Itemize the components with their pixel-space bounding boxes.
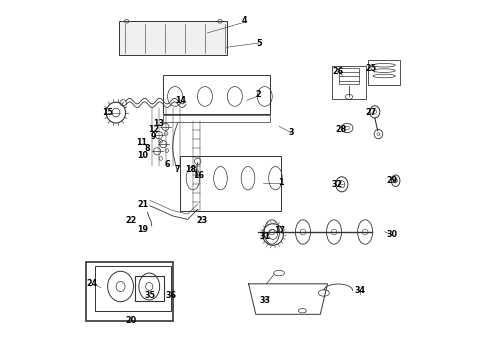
- Text: 2: 2: [256, 90, 262, 99]
- Text: 7: 7: [175, 166, 180, 175]
- Text: 24: 24: [86, 279, 97, 288]
- Text: 9: 9: [151, 132, 156, 141]
- Text: 23: 23: [196, 216, 208, 225]
- Bar: [332, 66, 366, 99]
- Text: 33: 33: [259, 296, 270, 305]
- Text: 18: 18: [185, 166, 196, 175]
- Bar: [120, 21, 227, 55]
- Text: 26: 26: [332, 67, 343, 76]
- Bar: [87, 262, 172, 321]
- Text: 27: 27: [365, 108, 376, 117]
- Text: 12: 12: [148, 125, 159, 134]
- Text: 35: 35: [145, 291, 155, 300]
- Bar: [368, 59, 400, 85]
- Bar: [180, 156, 281, 211]
- Text: 1: 1: [278, 178, 284, 187]
- Text: 21: 21: [137, 200, 148, 209]
- Bar: [163, 75, 270, 114]
- Text: 3: 3: [288, 128, 294, 137]
- Text: 29: 29: [387, 176, 397, 185]
- Text: 28: 28: [336, 125, 347, 134]
- Text: 10: 10: [137, 151, 148, 160]
- Bar: [135, 276, 164, 301]
- Text: 14: 14: [175, 96, 186, 105]
- Text: 11: 11: [136, 138, 147, 147]
- Text: 5: 5: [256, 39, 261, 48]
- Text: 30: 30: [387, 230, 397, 239]
- Text: 22: 22: [125, 216, 137, 225]
- Text: 17: 17: [274, 226, 285, 235]
- Text: 32: 32: [332, 180, 343, 189]
- Text: 6: 6: [164, 161, 170, 170]
- Bar: [339, 68, 359, 84]
- Text: 4: 4: [242, 16, 247, 25]
- Text: 15: 15: [102, 108, 114, 117]
- Text: 13: 13: [153, 119, 164, 128]
- Text: 19: 19: [137, 225, 148, 234]
- Text: 25: 25: [365, 64, 376, 73]
- Text: 36: 36: [166, 291, 177, 300]
- Text: 31: 31: [259, 232, 270, 241]
- Text: 34: 34: [354, 286, 365, 295]
- Text: 16: 16: [194, 171, 205, 180]
- Text: 8: 8: [145, 144, 150, 153]
- Bar: [96, 266, 171, 311]
- Bar: [163, 116, 270, 122]
- Text: 20: 20: [125, 316, 137, 325]
